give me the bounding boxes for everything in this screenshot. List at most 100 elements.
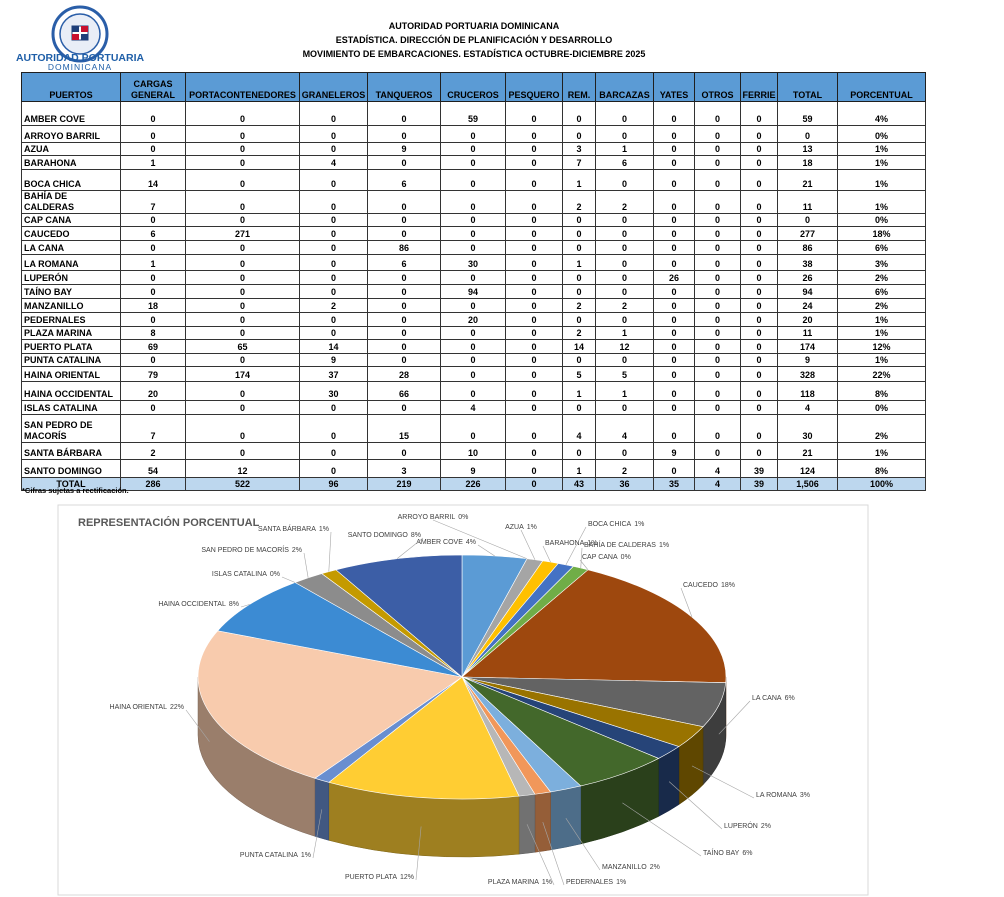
data-label: CAP CANA 0% xyxy=(582,554,631,561)
label-category: BARAHONA xyxy=(545,540,585,547)
label-value: 18% xyxy=(721,582,735,589)
slice-side xyxy=(314,777,330,841)
table-row: PLAZA MARINA 8 0 0 0 0 0 2 1 0 0 0 11 1% xyxy=(21,326,926,340)
data-label: HAINA ORIENTAL 22% xyxy=(110,704,184,711)
label-category: AMBER COVE xyxy=(416,539,463,546)
data-table: PUERTOS CARGAS GENERAL PORTACONTENEDORES GR… xyxy=(21,72,926,491)
data-label: SANTA BÁRBARA 1% xyxy=(258,524,329,533)
leader-line xyxy=(432,519,528,560)
label-value: 1% xyxy=(542,879,552,886)
column-header: PORTACONTENEDORES xyxy=(185,72,300,102)
cell: 30 xyxy=(777,414,838,443)
column-header: CRUCEROS xyxy=(440,72,506,102)
table-row: HAINA ORIENTAL 79 174 37 28 0 0 5 5 0 0 0 328 22% xyxy=(21,366,926,382)
label-category: PUERTO PLATA xyxy=(345,874,397,881)
leader-line xyxy=(565,526,587,565)
label-value: 2% xyxy=(292,547,302,554)
table-row: CAUCEDO 6 271 0 0 0 0 0 0 0 0 0 277 18% xyxy=(21,226,926,241)
label-value: 2% xyxy=(761,823,771,830)
port-name: AMBER COVE xyxy=(21,101,121,126)
title-block: AUTORIDAD PORTUARIA DOMINICANA ESTADÍSTI… xyxy=(280,19,668,61)
data-label: LA CANA 6% xyxy=(752,695,795,702)
logo-text: AUTORIDAD PORTUARIA xyxy=(16,52,144,64)
leader-line xyxy=(303,552,309,578)
leader-line xyxy=(565,817,601,871)
data-label: BAHÍA DE CALDERAS 1% xyxy=(584,540,669,549)
cell: 0 xyxy=(185,414,300,443)
cell: 1,506 xyxy=(777,477,838,491)
leader-line xyxy=(668,781,723,830)
leader-line xyxy=(691,765,755,799)
cell: 35 xyxy=(653,477,695,491)
label-category: CAP CANA xyxy=(582,554,618,561)
column-header: TOTAL xyxy=(777,72,838,102)
leader-line xyxy=(185,709,210,742)
leader-line xyxy=(718,700,751,735)
data-label: AMBER COVE 4% xyxy=(416,539,476,546)
label-value: 3% xyxy=(800,792,810,799)
data-label: HAINA OCCIDENTAL 8% xyxy=(158,601,239,608)
cell: 7 xyxy=(120,414,186,443)
column-header: FERRIE xyxy=(740,72,778,102)
leader-line xyxy=(579,559,589,570)
leader-line xyxy=(328,531,332,572)
chart-title: REPRESENTACIÓN PORCENTUAL xyxy=(78,516,260,529)
cell: 286 xyxy=(120,477,186,491)
table-row: HAINA OCCIDENTAL 20 0 30 66 0 0 1 1 0 0 0 118 8% xyxy=(21,381,926,401)
slice xyxy=(328,676,520,800)
leader-line xyxy=(415,826,422,881)
column-header: TANQUEROS xyxy=(367,72,441,102)
data-label: AZUA 1% xyxy=(505,524,537,531)
label-value: 1% xyxy=(319,526,329,533)
slice-side xyxy=(518,793,536,855)
data-label: PEDERNALES 1% xyxy=(566,879,626,886)
leader-line xyxy=(281,576,296,583)
cell: 2% xyxy=(837,414,926,443)
label-value: 1% xyxy=(616,879,626,886)
leader-line xyxy=(580,547,583,569)
leader-line xyxy=(680,587,693,618)
table-row: AMBER COVE 0 0 0 0 59 0 0 0 0 0 0 59 4% xyxy=(21,101,926,126)
label-category: PEDERNALES xyxy=(566,879,613,886)
label-category: SANTA BÁRBARA xyxy=(258,524,316,533)
data-label: BARAHONA 1% xyxy=(545,540,597,547)
label-value: 1% xyxy=(301,852,311,859)
table-row: ISLAS CATALINA 0 0 0 0 4 0 0 0 0 0 0 4 0% xyxy=(21,400,926,415)
table-row: AZUA 0 0 0 9 0 0 3 1 0 0 0 13 1% xyxy=(21,142,926,156)
header-row: PUERTOS CARGAS GENERAL PORTACONTENEDORES GR… xyxy=(21,72,926,102)
leader-line xyxy=(526,824,555,886)
leader-line xyxy=(312,809,323,859)
cell: 0 xyxy=(694,101,741,126)
column-header: OTROS xyxy=(694,72,741,102)
cell: 4 xyxy=(694,477,741,491)
label-value: 6% xyxy=(742,850,752,857)
logo-shield-part xyxy=(81,26,88,32)
title-line: AUTORIDAD PORTUARIA DOMINICANA xyxy=(388,21,560,31)
label-value: 22% xyxy=(170,704,184,711)
label-category: HAINA OCCIDENTAL xyxy=(158,601,226,608)
cell: 219 xyxy=(367,477,441,491)
label-value: 8% xyxy=(229,601,239,608)
cell: 36 xyxy=(595,477,654,491)
table-row: SAN PEDRO DE MACORÍS 7 0 0 15 0 0 4 4 0 0 0 30 2% xyxy=(21,414,926,443)
data-label: SANTO DOMINGO 8% xyxy=(348,532,421,539)
label-value: 4% xyxy=(466,539,476,546)
table-row: PUERTO PLATA 69 65 14 0 0 0 14 12 0 0 0 174 12% xyxy=(21,339,926,354)
label-value: 0% xyxy=(458,514,468,521)
label-category: PLAZA MARINA xyxy=(488,879,539,886)
label-category: BOCA CHICA xyxy=(588,521,632,528)
port-name: SAN PEDRO DE MACORÍS xyxy=(21,414,121,443)
cell: 522 xyxy=(185,477,300,491)
label-category: MANZANILLO xyxy=(602,864,647,871)
label-category: LA CANA xyxy=(752,695,782,702)
data-label: CAUCEDO 18% xyxy=(683,582,735,589)
label-value: 1% xyxy=(587,540,597,547)
label-value: 8% xyxy=(411,532,421,539)
title-line: MOVIMIENTO DE EMBARCACIONES. ESTADÍSTICA… xyxy=(302,49,646,59)
cell: 0 xyxy=(740,101,778,126)
cell: 0 xyxy=(505,414,563,443)
leader-line xyxy=(542,822,565,886)
cell: 96 xyxy=(299,477,368,491)
label-category: ISLAS CATALINA xyxy=(212,571,267,578)
